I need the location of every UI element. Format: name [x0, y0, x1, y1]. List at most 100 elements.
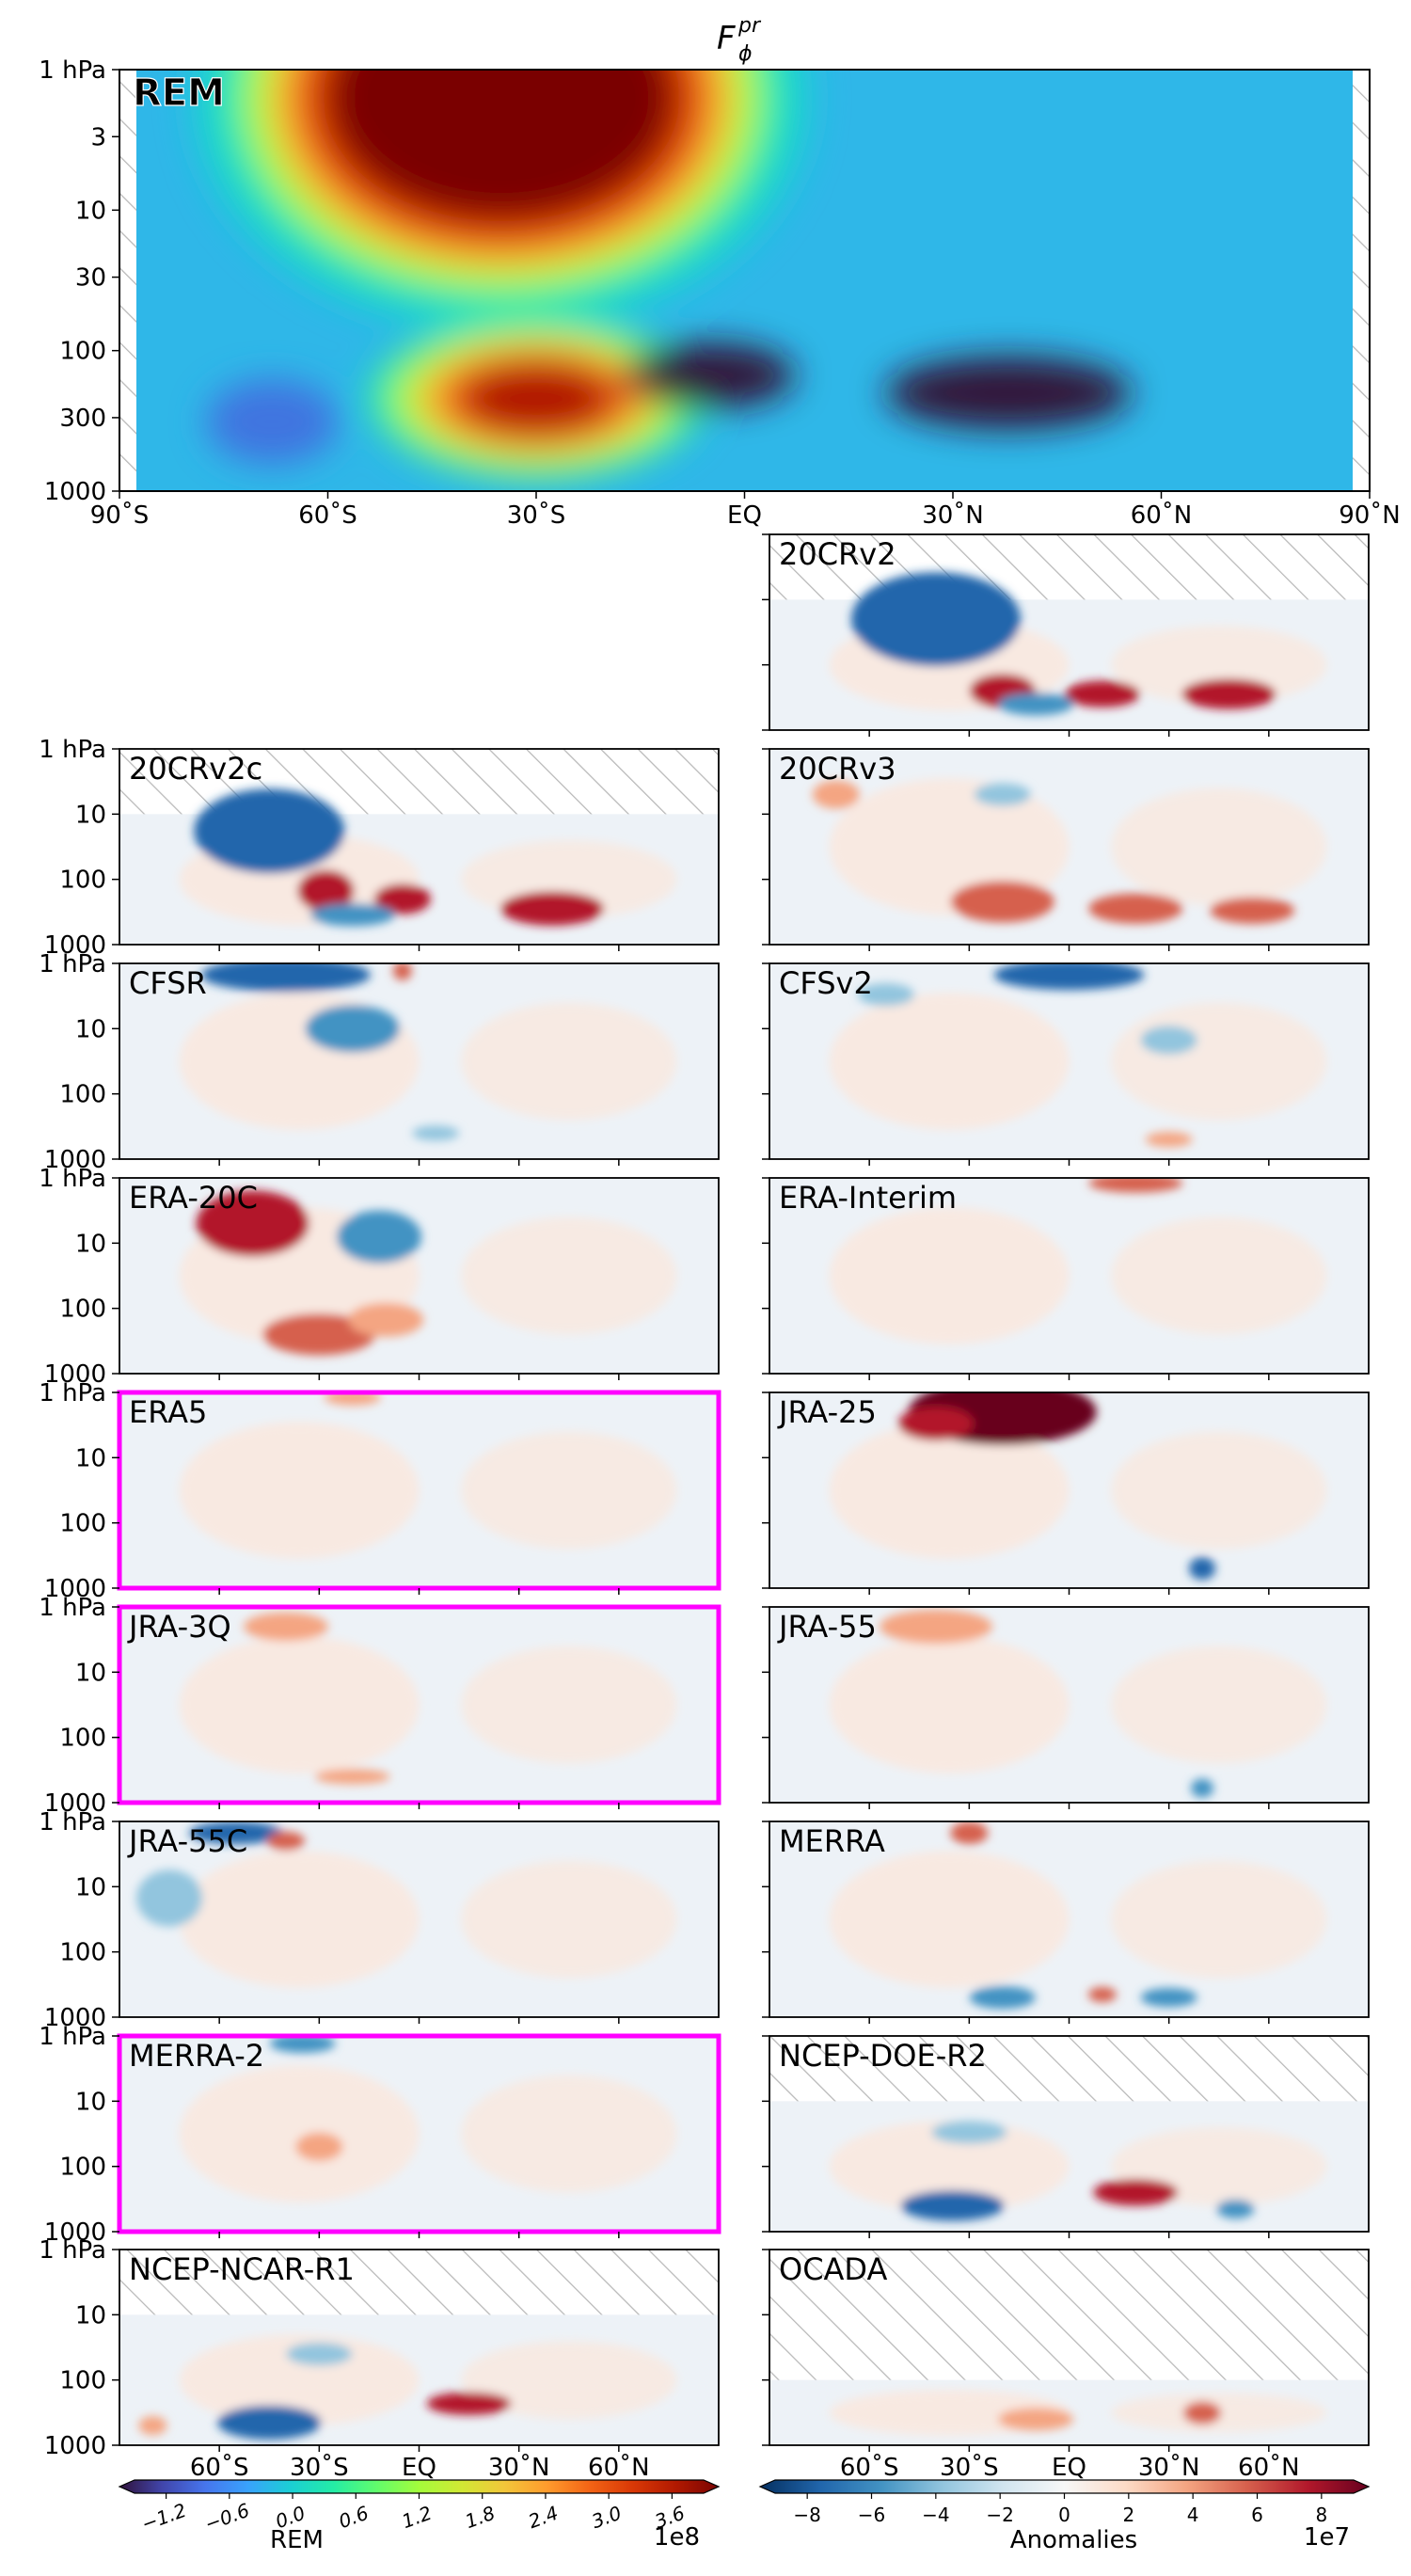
- anomaly-blob: [1210, 897, 1295, 924]
- panel-jra-3q: JRA-3Q 1 hPa 10 100 1000: [39, 1594, 721, 1818]
- anomaly-blob: [974, 783, 1031, 806]
- anomaly-blob: [200, 963, 371, 993]
- y-tick-label: 3: [90, 123, 106, 151]
- colorbar-multiplier: 1e7: [1304, 2523, 1350, 2552]
- y-tick-label: 1 hPa: [39, 1808, 106, 1837]
- panel-label: 20CRv2: [779, 536, 896, 572]
- anomaly-blob: [1145, 1132, 1193, 1148]
- faint-positive: [1111, 787, 1327, 906]
- panel-label: JRA-3Q: [127, 1609, 231, 1645]
- anomaly-blob: [243, 1612, 328, 1641]
- colorbar-tick-label: 6: [1251, 2504, 1263, 2526]
- field-blobs: [179, 1190, 677, 1356]
- y-tick-label: 100: [59, 2154, 106, 2182]
- colorbar-tick-label: 2: [1122, 2504, 1134, 2526]
- panel-field: [769, 963, 1369, 1159]
- panel-era-interim: ERA-Interim: [762, 1177, 1370, 1380]
- y-tick-label: 1000: [44, 2218, 106, 2247]
- panel-jra-55c: JRA-55C 1 hPa 10 100 1000: [39, 1808, 720, 2032]
- panel-field: [119, 1821, 719, 2017]
- y-tick-label: 1 hPa: [39, 2236, 106, 2265]
- faint-positive: [179, 2334, 420, 2426]
- anomaly-blob: [969, 1986, 1036, 2010]
- rem-min-north: [886, 357, 1132, 429]
- faint-positive: [461, 1646, 677, 1764]
- faint-positive: [179, 1851, 420, 1988]
- title-main: F: [717, 20, 736, 57]
- panel-label: 20CRv2c: [129, 751, 262, 787]
- x-tick-label: 60˚S: [190, 2454, 249, 2482]
- anomaly-blob: [286, 2343, 353, 2366]
- panel-label: OCADA: [779, 2251, 888, 2287]
- colorbar-bar: [758, 2479, 1371, 2494]
- anomaly-blob: [196, 1190, 309, 1257]
- anomaly-blob: [138, 2416, 167, 2436]
- panel-field: [769, 2250, 1369, 2445]
- y-tick-label: 1000: [44, 1789, 106, 1818]
- anomaly-blob: [373, 883, 431, 914]
- faint-positive: [829, 1422, 1070, 1559]
- panel-field: [119, 1392, 719, 1588]
- faint-positive: [461, 2341, 677, 2420]
- panel-field: [769, 2036, 1369, 2232]
- panel-ncep-doe-r2: NCEP-DOE-R2: [762, 2035, 1370, 2238]
- panel-label: JRA-55: [777, 1609, 877, 1645]
- faint-positive: [829, 993, 1070, 1130]
- panel-jra-55: JRA-55: [762, 1606, 1370, 1809]
- faint-positive: [1111, 1216, 1327, 1335]
- anomaly-blob: [194, 788, 345, 874]
- y-tick-label: 1000: [44, 2004, 106, 2032]
- colorbar-tick-label: −1.2: [138, 2499, 189, 2536]
- anomaly-blob: [266, 1831, 305, 1851]
- faint-positive: [461, 2075, 677, 2193]
- x-tick-label: 30˚N: [488, 2454, 550, 2482]
- anomaly-blob: [1087, 1986, 1117, 2002]
- anomaly-blob: [900, 2190, 1005, 2221]
- panel-field: [769, 749, 1369, 945]
- faint-positive: [1111, 1002, 1327, 1121]
- panel-field: [119, 1607, 719, 1803]
- faint-positive: [829, 2121, 1070, 2213]
- panel-label: 20CRv3: [779, 751, 896, 787]
- panel-cfsr: CFSR 1 hPa 10 100 1000: [39, 950, 720, 1174]
- panel-label: NCEP-DOE-R2: [779, 2038, 987, 2074]
- colorbar-tick-label: 3.0: [589, 2502, 625, 2533]
- field-blobs: [179, 2036, 677, 2202]
- faint-positive: [1111, 626, 1327, 705]
- faint-positive: [179, 1422, 420, 1559]
- x-tick-label: EQ: [402, 2454, 436, 2482]
- panel-20crv2c: 20CRv2c 1 hPa 10 100 1000: [39, 736, 720, 960]
- y-tick-label: 1 hPa: [39, 1594, 106, 1622]
- faint-positive: [829, 1636, 1070, 1773]
- anomaly-blob: [426, 2392, 512, 2415]
- anomaly-blob: [297, 869, 355, 912]
- field-blobs: [829, 2121, 1327, 2221]
- y-tick-label: 1000: [44, 1146, 106, 1174]
- anomaly-blob: [295, 2132, 343, 2161]
- panel-field: [119, 963, 719, 1159]
- y-tick-label: 10: [75, 2088, 106, 2116]
- faint-positive: [1111, 1431, 1327, 1550]
- x-tick-label: 30˚S: [290, 2454, 349, 2482]
- panel-field: [769, 1392, 1369, 1588]
- y-tick-label: 100: [59, 1510, 106, 1538]
- y-tick-label: 100: [59, 1939, 106, 1967]
- anomaly-blob: [1216, 2199, 1255, 2218]
- anomaly-blob: [931, 2121, 1007, 2144]
- colorbar-tick-label: 8: [1315, 2504, 1327, 2526]
- panel-label: ERA-20C: [129, 1180, 258, 1216]
- x-tick-label: EQ: [727, 501, 762, 530]
- rem-max-lower-ring: [461, 362, 611, 435]
- field-blobs: [829, 1609, 1327, 1798]
- y-tick-label: 1000: [44, 2432, 106, 2460]
- y-tick-label: 10: [75, 1444, 106, 1472]
- y-tick-label: 100: [59, 338, 106, 366]
- panel-label: ERA-Interim: [779, 1180, 957, 1216]
- colorbar-label: Anomalies: [1010, 2526, 1137, 2554]
- faint-positive: [461, 1002, 677, 1121]
- anomaly-blob: [324, 1392, 381, 1406]
- y-tick-label: 1000: [44, 931, 106, 960]
- field-blobs: [829, 572, 1327, 716]
- faint-positive: [1111, 1860, 1327, 1979]
